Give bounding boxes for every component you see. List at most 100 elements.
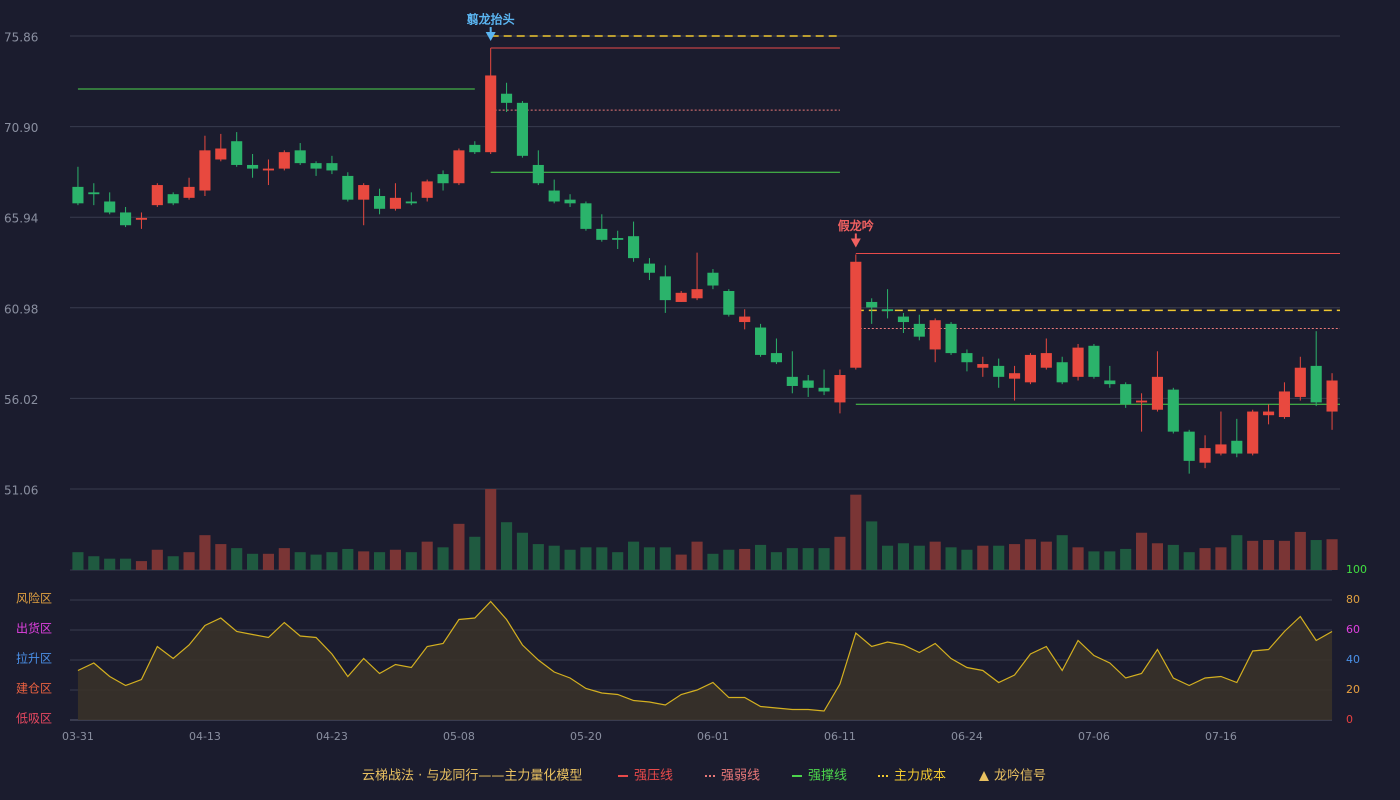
volume-bar xyxy=(929,541,941,570)
volume-bar xyxy=(770,552,782,570)
candle-body xyxy=(866,301,878,308)
candle-body xyxy=(294,150,306,164)
volume-bar xyxy=(215,544,227,570)
volume-bar xyxy=(739,548,751,570)
y-tick-label: 56.02 xyxy=(4,393,38,407)
candle-body xyxy=(691,289,703,299)
zone-label: 拉升区 xyxy=(16,651,52,666)
candle-body xyxy=(882,309,894,312)
y2-tick-label: 0 xyxy=(1346,713,1353,726)
candle-body xyxy=(262,168,274,171)
candle-body xyxy=(818,387,830,392)
volume-bar xyxy=(183,552,195,570)
candle-body xyxy=(183,186,195,198)
candle-body xyxy=(1294,367,1306,397)
volume-bar xyxy=(72,552,84,570)
y-tick-label: 51.06 xyxy=(4,484,38,498)
candle-body xyxy=(548,190,560,202)
volume-bar xyxy=(469,536,481,570)
legend-label: 强撑线 xyxy=(808,769,847,784)
zone-label: 风险区 xyxy=(16,591,52,606)
candle-body xyxy=(437,174,449,184)
volume-bar xyxy=(564,549,576,570)
volume-bar xyxy=(1088,551,1100,570)
x-tick-label: 05-08 xyxy=(443,730,475,743)
candle-body xyxy=(88,192,100,195)
candle-body xyxy=(643,263,655,273)
candle-body xyxy=(516,102,528,156)
volume-bar xyxy=(1072,547,1084,570)
volume-bar xyxy=(628,541,640,570)
candle-body xyxy=(247,164,259,169)
volume-bar xyxy=(88,556,100,570)
volume-bar xyxy=(897,543,909,570)
candle-body xyxy=(453,150,465,184)
volume-bar xyxy=(1247,540,1259,570)
candle-body xyxy=(1167,389,1179,432)
volume-bar xyxy=(199,535,211,570)
candle-body xyxy=(945,323,957,354)
volume-bar xyxy=(675,554,687,570)
candle-body xyxy=(707,272,719,286)
volume-bar xyxy=(961,549,973,570)
volume-bar xyxy=(278,548,290,570)
volume-bar xyxy=(1056,535,1068,570)
volume-bar xyxy=(866,521,878,570)
candle-body xyxy=(580,203,592,229)
candle-body xyxy=(342,175,354,200)
volume-bar xyxy=(405,552,417,570)
candle-body xyxy=(834,375,846,403)
volume-bar xyxy=(501,522,513,570)
x-tick-label: 05-20 xyxy=(570,730,602,743)
candle-body xyxy=(1247,411,1259,454)
candle-body xyxy=(1310,365,1322,403)
candle-body xyxy=(310,163,322,169)
candle-body xyxy=(151,185,163,206)
candle-body xyxy=(628,236,640,259)
volume-bar xyxy=(167,556,179,570)
candle-body xyxy=(564,199,576,204)
indicator-line xyxy=(77,600,1333,712)
candle-body xyxy=(1104,380,1116,385)
volume-bar xyxy=(596,547,608,570)
candle-body xyxy=(1120,384,1132,405)
volume-bar xyxy=(310,554,322,570)
candle-body xyxy=(120,212,132,226)
volume-bar xyxy=(516,532,528,570)
x-tick-label: 07-16 xyxy=(1205,730,1237,743)
volume-bar xyxy=(945,547,957,570)
x-tick-label: 03-31 xyxy=(62,730,94,743)
volume-bar xyxy=(1326,539,1338,570)
y2-tick-label: 80 xyxy=(1346,593,1360,606)
volume-bar xyxy=(1151,543,1163,570)
legend-label: 龙吟信号 xyxy=(994,768,1046,784)
candle-body xyxy=(596,228,608,240)
candle-body xyxy=(532,164,544,184)
candle-body xyxy=(167,194,179,204)
legend-title: 云梯战法 · 与龙同行——主力量化模型 xyxy=(362,769,582,784)
volume-bar xyxy=(437,547,449,570)
candle-body xyxy=(405,201,417,204)
candle-body xyxy=(1326,380,1338,412)
candle-body xyxy=(723,290,735,315)
volume-bar xyxy=(453,523,465,570)
candle-body xyxy=(1024,354,1036,383)
zone-label: 建仓区 xyxy=(16,682,52,696)
legend-label: 强弱线 xyxy=(721,769,760,784)
candle-body xyxy=(135,217,147,220)
candle-body xyxy=(1199,448,1211,463)
candle-body xyxy=(913,323,925,337)
candle-body xyxy=(929,320,941,350)
volume-bar xyxy=(1040,541,1052,570)
volume-bar xyxy=(1199,548,1211,570)
volume-bar xyxy=(802,548,814,570)
volume-bar xyxy=(643,547,655,570)
volume-bar xyxy=(120,558,132,570)
candle-body xyxy=(612,238,624,240)
candle-body xyxy=(374,196,386,209)
volume-bar xyxy=(882,545,894,570)
y-tick-label: 60.98 xyxy=(4,302,38,316)
candle-body xyxy=(231,141,243,165)
volume-bar xyxy=(707,553,719,570)
volume-bar xyxy=(421,541,433,570)
